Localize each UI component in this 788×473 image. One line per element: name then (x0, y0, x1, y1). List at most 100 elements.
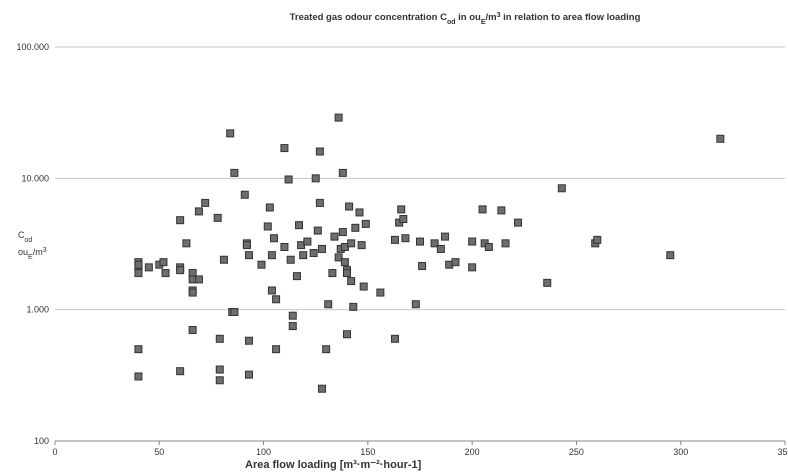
x-tick-label: 300 (673, 447, 688, 457)
point (347, 277, 356, 286)
point (543, 278, 552, 287)
text-part: in ou (456, 12, 482, 23)
point (441, 232, 450, 241)
point (288, 311, 297, 320)
point (267, 251, 276, 260)
point (240, 190, 249, 199)
point (416, 237, 424, 246)
text-part: C (18, 230, 25, 240)
text-part: E (481, 19, 486, 26)
point (436, 244, 445, 253)
point (451, 258, 460, 267)
point (144, 263, 153, 272)
x-tick-label: 50 (154, 447, 164, 457)
point (244, 251, 253, 260)
text-part: ou (18, 247, 28, 257)
text-part: 3 (497, 12, 501, 19)
point (215, 334, 224, 343)
point (230, 168, 239, 177)
point (397, 205, 406, 214)
point (188, 326, 197, 335)
point (716, 134, 725, 143)
y-tick-label: 100.000 (16, 42, 49, 52)
point (134, 372, 143, 381)
point (292, 272, 301, 281)
point (478, 205, 487, 214)
point (176, 216, 185, 225)
point (468, 263, 477, 272)
point (272, 345, 281, 354)
y-axis-label: ouE/m3 (18, 247, 47, 261)
point (182, 239, 191, 248)
point (263, 222, 272, 231)
point (468, 237, 477, 246)
text-part: od (447, 19, 456, 26)
point (295, 221, 304, 230)
y-axis-label: Cod (18, 230, 32, 244)
point (347, 239, 356, 248)
point (418, 262, 427, 271)
point (322, 345, 331, 354)
point (593, 235, 602, 244)
point (244, 370, 253, 379)
point (215, 365, 224, 374)
point (213, 213, 222, 222)
point (315, 198, 324, 207)
text-part: 3 (43, 247, 47, 254)
point (267, 286, 276, 295)
point (313, 226, 322, 235)
point (557, 184, 566, 193)
point (286, 255, 295, 264)
point (430, 239, 439, 248)
point (357, 241, 366, 250)
point (315, 147, 324, 156)
point (309, 249, 318, 258)
point (134, 345, 143, 354)
point (376, 288, 385, 297)
point (194, 275, 203, 284)
point (265, 203, 274, 212)
point (359, 282, 368, 291)
point (666, 251, 675, 260)
point (399, 215, 408, 224)
point (280, 144, 289, 153)
point (194, 207, 203, 216)
x-tick-label: 250 (569, 447, 584, 457)
point (230, 307, 239, 316)
point (317, 384, 326, 393)
point (176, 367, 185, 376)
point (244, 336, 253, 345)
point (334, 113, 343, 122)
point (338, 168, 347, 177)
point (317, 244, 326, 253)
point (288, 322, 297, 331)
point (299, 251, 308, 260)
point (497, 206, 506, 215)
point (345, 202, 354, 211)
y-tick-label: 10.000 (21, 173, 49, 183)
point (215, 376, 224, 385)
point (303, 237, 312, 246)
point (328, 269, 337, 278)
point (242, 241, 251, 250)
point (501, 239, 510, 248)
point (311, 174, 320, 183)
point (176, 266, 185, 275)
point (401, 234, 410, 243)
point (219, 255, 228, 264)
text-part: Treated gas odour concentration C (290, 12, 447, 23)
chart-title: Treated gas odour concentration Cod in o… (290, 12, 641, 26)
y-tick-label: 1.000 (26, 305, 49, 315)
text-part: /m (486, 12, 497, 23)
point (188, 288, 197, 297)
x-axis-label: Area flow loading [m³·m⁻²·hour-1] (245, 459, 422, 471)
text-part: od (25, 237, 33, 244)
point (338, 228, 347, 237)
point (272, 295, 281, 304)
text-part: in relation to area flow loading (501, 12, 641, 23)
point (340, 258, 349, 267)
point (390, 334, 399, 343)
point (159, 258, 168, 267)
point (134, 269, 143, 278)
